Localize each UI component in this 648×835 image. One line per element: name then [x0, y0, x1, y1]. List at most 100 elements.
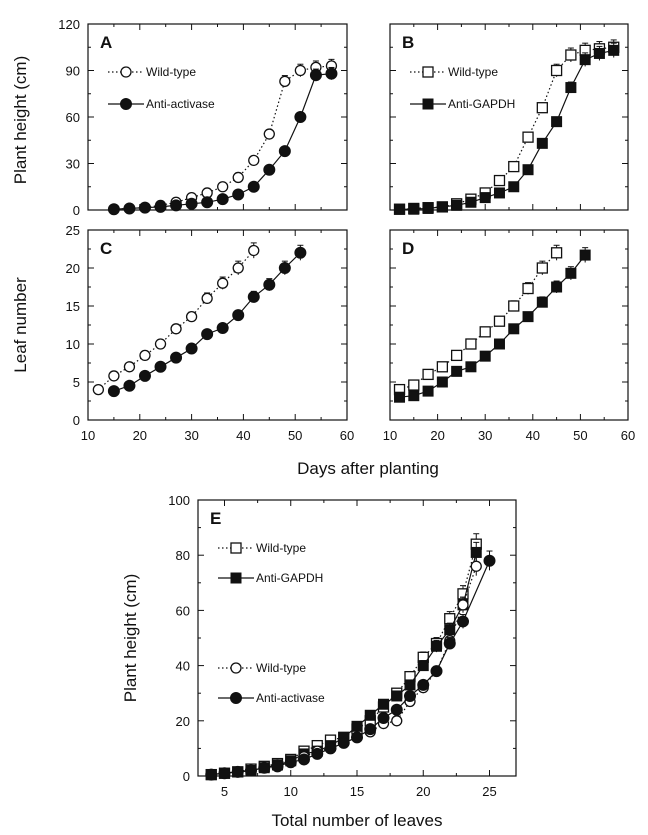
legend-marker	[120, 66, 132, 78]
y-tick-label: 0	[73, 413, 80, 428]
data-point	[479, 326, 491, 338]
data-point	[185, 310, 198, 323]
data-point	[284, 756, 297, 769]
data-point	[508, 160, 520, 173]
panel-e: E 0 20 40 60 80 100 5 10 15 20 25 Total number of le…	[121, 493, 517, 830]
data-point	[536, 262, 548, 274]
data-point	[431, 640, 442, 652]
data-point	[139, 349, 151, 362]
data-point	[123, 202, 136, 215]
data-point	[107, 203, 120, 216]
data-point	[351, 720, 363, 732]
data-point	[377, 712, 390, 725]
data-point	[565, 82, 577, 94]
series-line	[98, 250, 255, 391]
series-line	[399, 46, 614, 210]
y-tick-label: 20	[66, 261, 80, 276]
data-point	[436, 376, 448, 388]
data-point	[522, 131, 534, 143]
y-tick-label: 0	[73, 203, 80, 218]
data-point	[436, 201, 448, 213]
data-point	[522, 282, 534, 295]
data-point	[298, 753, 310, 766]
data-point	[248, 244, 260, 257]
data-point	[404, 689, 416, 702]
x-tick-label: 30	[184, 428, 198, 443]
data-point	[245, 764, 257, 777]
legend-label: Anti-activase	[256, 691, 325, 705]
ylabel-middle: Leaf number	[11, 277, 30, 373]
data-point	[325, 67, 338, 80]
data-point	[493, 338, 505, 350]
data-point	[508, 181, 520, 193]
data-point	[154, 338, 167, 350]
plot-frame	[87, 23, 348, 211]
y-tick-label: 60	[176, 603, 190, 618]
data-point	[493, 174, 506, 187]
legend-label: Wild-type	[256, 661, 306, 675]
y-tick-label: 0	[183, 769, 190, 784]
data-point	[593, 47, 605, 59]
data-point	[417, 660, 429, 672]
data-point	[123, 361, 136, 373]
data-point	[337, 736, 350, 749]
x-tick-label: 50	[288, 428, 302, 443]
y-tick-label: 120	[58, 17, 80, 32]
data-point	[450, 349, 463, 362]
data-point	[232, 171, 244, 184]
y-tick-label: 20	[176, 714, 190, 729]
data-point	[394, 203, 406, 215]
data-point	[309, 69, 322, 82]
panel-label: C	[100, 239, 112, 258]
series-line	[211, 560, 491, 776]
legend-marker	[120, 98, 132, 110]
data-point	[205, 768, 218, 781]
x-tick-label: 25	[482, 784, 496, 799]
data-point	[108, 370, 120, 382]
data-point	[483, 554, 496, 567]
data-point	[430, 665, 443, 678]
data-point	[201, 196, 214, 209]
data-point	[216, 193, 229, 206]
data-point	[247, 290, 260, 303]
data-point	[536, 296, 548, 308]
data-point	[451, 365, 463, 377]
data-point	[551, 116, 563, 128]
legend-label: Wild-type	[146, 65, 196, 79]
data-point	[465, 196, 477, 208]
data-point	[248, 154, 260, 167]
x-axis-title: Total number of leaves	[271, 811, 442, 830]
y-tick-label: 5	[73, 375, 80, 390]
data-point	[608, 44, 620, 56]
x-tick-label: 20	[133, 428, 147, 443]
legend: Wild-type Anti-GAPDH Wild-type Anti-activas…	[218, 541, 325, 705]
panel-c: C 0 5 10 15 20 25 10 20 30 40 50 60	[66, 223, 355, 443]
data-point	[351, 731, 363, 744]
data-point	[579, 249, 591, 261]
data-point	[536, 137, 548, 149]
data-point	[422, 385, 434, 397]
legend-marker	[422, 66, 434, 78]
legend-label: Wild-type	[256, 541, 306, 555]
y-tick-label: 80	[176, 548, 190, 563]
data-point	[508, 323, 520, 335]
data-point	[364, 723, 377, 736]
data-point	[394, 391, 406, 403]
data-point	[364, 709, 376, 721]
data-point	[92, 383, 105, 396]
ylabel-top: Plant height (cm)	[11, 56, 30, 185]
panel-label: E	[210, 509, 221, 528]
xlabel-days: Days after planting	[297, 459, 439, 478]
data-point	[422, 368, 434, 381]
data-point	[201, 292, 213, 305]
legend-marker	[230, 542, 242, 554]
legend-label: Wild-type	[448, 65, 498, 79]
data-point	[565, 49, 577, 61]
data-point	[408, 379, 420, 391]
data-point	[493, 187, 505, 199]
series-anti-activase	[107, 244, 307, 398]
data-point	[443, 637, 456, 650]
data-point	[451, 199, 463, 211]
data-point	[216, 322, 229, 335]
data-point	[232, 309, 245, 322]
